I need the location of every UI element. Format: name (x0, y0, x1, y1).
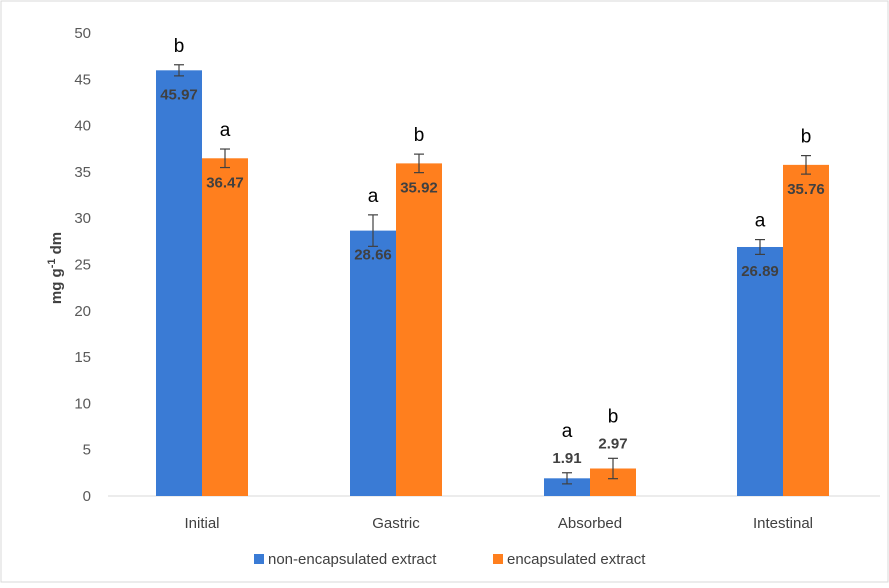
data-label-s1-c2: 2.97 (598, 435, 627, 452)
error-bar-s1-c2 (608, 457, 618, 480)
bar-s1-c3 (783, 164, 829, 496)
significance-letter-s1-c3: b (801, 127, 812, 148)
y-tick-label-8: 40 (74, 118, 91, 135)
significance-letter-s0-c1: a (368, 186, 379, 207)
legend-swatch-non-encapsulated (254, 554, 264, 564)
data-label-s0-c0: 45.97 (160, 86, 198, 103)
data-label-s0-c3: 26.89 (741, 263, 779, 280)
y-tick-label-7: 35 (74, 164, 91, 181)
significance-letter-s1-c2: b (608, 406, 619, 427)
x-category-label-3: Intestinal (753, 515, 813, 532)
y-axis-label-sup: -1 (46, 259, 58, 269)
significance-letter-s0-c2: a (562, 421, 573, 442)
error-bar-s1-c0 (220, 148, 230, 169)
data-label-s1-c3: 35.76 (787, 181, 825, 198)
bar-s1-c0 (202, 158, 248, 497)
y-tick-label-4: 20 (74, 303, 91, 320)
y-axis-label-tail: dm (48, 232, 65, 259)
legend-swatch-encapsulated (493, 554, 503, 564)
significance-letter-s0-c0: b (174, 36, 185, 57)
y-axis-label: mg g-1 dm (46, 232, 65, 304)
bar-s0-c0 (156, 70, 202, 496)
data-label-s0-c2: 1.91 (552, 450, 581, 467)
bar-s0-c3 (737, 246, 783, 496)
bar-s0-c1 (350, 230, 396, 496)
bar-group: 45.97 b 28.66 a 1.91 a 26.89 a 36.47 a 35.92 b 2.97 b… (156, 36, 829, 497)
error-bar-s1-c3 (801, 155, 811, 175)
y-axis-ticks: 0 5 10 15 20 25 30 35 40 45 50 (74, 25, 91, 505)
error-bar-s0-c2 (562, 472, 572, 485)
y-tick-label-3: 15 (74, 349, 91, 366)
error-bar-s0-c0 (174, 64, 184, 77)
bar-s0-c2 (544, 478, 590, 496)
significance-letter-s1-c1: b (414, 125, 425, 146)
error-bar-s1-c1 (414, 153, 424, 174)
legend-label-encapsulated: encapsulated extract (507, 551, 646, 568)
data-label-s1-c0: 36.47 (206, 174, 244, 191)
x-category-label-1: Gastric (372, 515, 420, 532)
bar-s1-c1 (396, 163, 442, 496)
y-tick-label-9: 45 (74, 71, 91, 88)
error-bar-s0-c3 (755, 238, 765, 256)
error-bar-s0-c1 (368, 214, 378, 247)
legend-label-non-encapsulated: non-encapsulated extract (268, 551, 437, 568)
x-axis-categories: Initial Gastric Absorbed Intestinal (184, 515, 813, 532)
y-tick-label-1: 5 (83, 442, 91, 459)
y-tick-label-10: 50 (74, 25, 91, 42)
y-tick-label-6: 30 (74, 210, 91, 227)
y-tick-label-0: 0 (83, 488, 91, 505)
data-label-s0-c1: 28.66 (354, 247, 392, 264)
legend: non-encapsulated extract encapsulated ex… (254, 551, 646, 568)
significance-letter-s1-c0: a (220, 120, 231, 141)
x-category-label-2: Absorbed (558, 515, 622, 532)
x-category-label-0: Initial (184, 515, 219, 532)
significance-letter-s0-c3: a (755, 211, 766, 232)
data-label-s1-c1: 35.92 (400, 179, 438, 196)
y-tick-label-2: 10 (74, 395, 91, 412)
y-tick-label-5: 25 (74, 257, 91, 274)
y-axis-label-main: mg g (48, 268, 65, 304)
